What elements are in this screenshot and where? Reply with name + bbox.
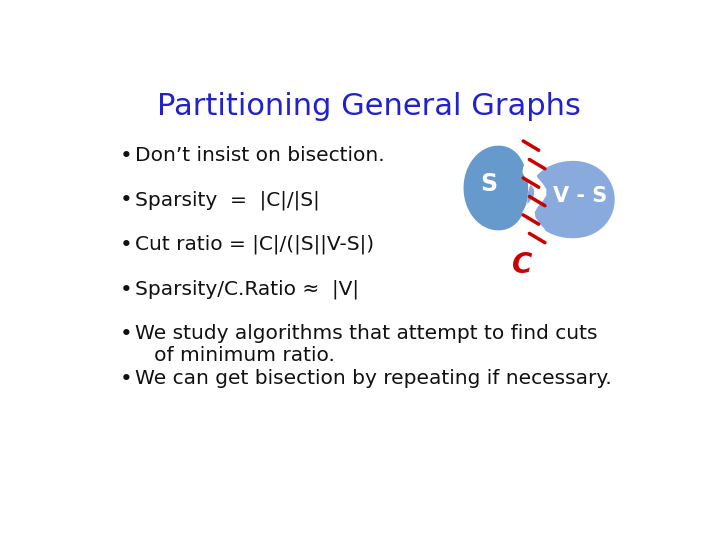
Polygon shape (527, 161, 615, 238)
Text: Sparsity/C.Ratio ≈  |V|: Sparsity/C.Ratio ≈ |V| (135, 280, 359, 299)
Text: •: • (120, 146, 132, 166)
Text: •: • (120, 280, 132, 300)
Text: S: S (480, 172, 498, 196)
Text: Cut ratio = |C|/(|S||V-S|): Cut ratio = |C|/(|S||V-S|) (135, 235, 374, 254)
Text: We study algorithms that attempt to find cuts
   of minimum ratio.: We study algorithms that attempt to find… (135, 325, 598, 365)
Polygon shape (464, 146, 528, 231)
Text: We can get bisection by repeating if necessary.: We can get bisection by repeating if nec… (135, 369, 612, 388)
Text: Sparsity  =  |C|/|S|: Sparsity = |C|/|S| (135, 190, 320, 210)
Text: •: • (120, 235, 132, 255)
Text: Partitioning General Graphs: Partitioning General Graphs (157, 92, 581, 121)
Text: •: • (120, 369, 132, 389)
Text: V - S: V - S (553, 186, 607, 206)
Text: Don’t insist on bisection.: Don’t insist on bisection. (135, 146, 384, 165)
Text: •: • (120, 325, 132, 345)
Text: •: • (120, 190, 132, 210)
Text: C: C (512, 251, 533, 279)
